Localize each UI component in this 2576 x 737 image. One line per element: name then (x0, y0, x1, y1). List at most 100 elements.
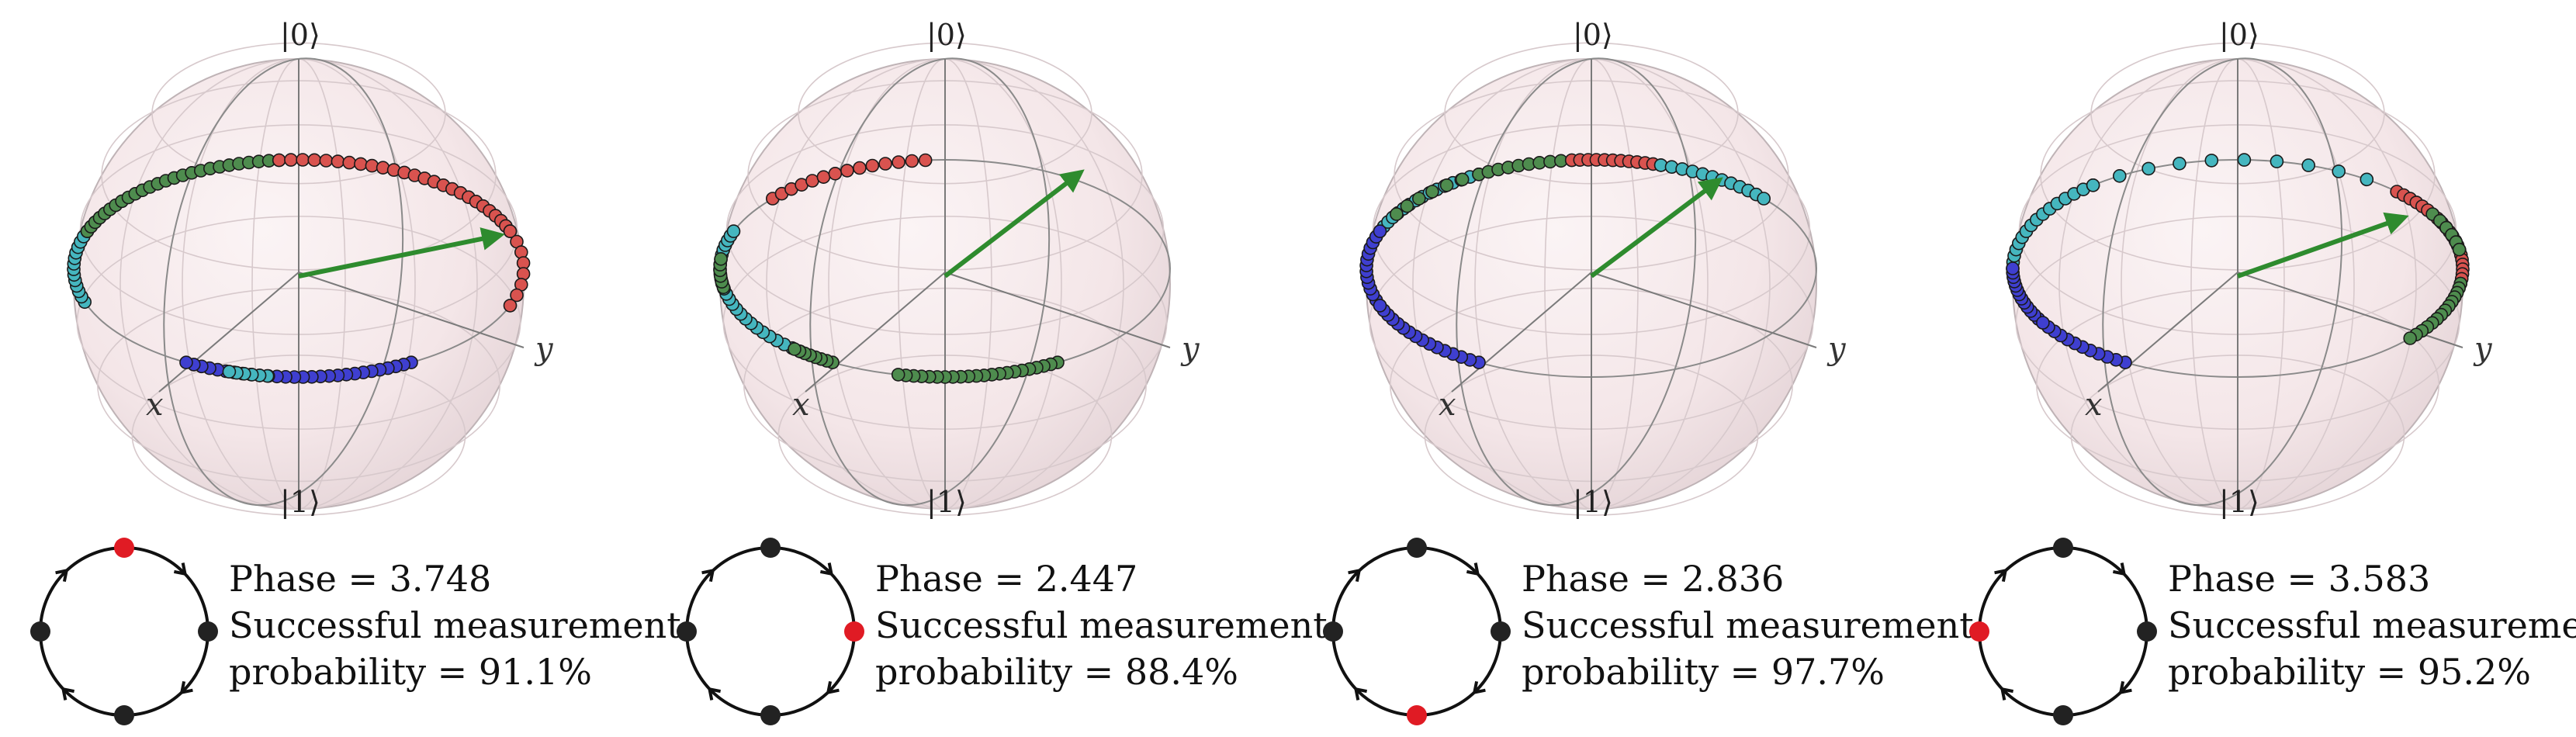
ket-zero-label: |0⟩ (926, 18, 967, 52)
bloch-sphere (67, 42, 531, 516)
meridian-line (809, 57, 1051, 507)
x-axis-line (805, 272, 946, 393)
meridian-line (1456, 57, 1697, 507)
measurement-point (1373, 224, 1387, 238)
dot-icon (2137, 621, 2157, 642)
success-text: Successful measurement (229, 604, 681, 646)
dot-icon (30, 621, 50, 642)
measurement-point (892, 155, 905, 169)
meridian-line (163, 57, 404, 507)
measurement-info: Phase = 3.583 Successful measurement proba… (2168, 555, 2576, 695)
state-vector-arrow (943, 169, 1085, 279)
measurement-point (816, 170, 831, 184)
dot-icon (760, 538, 781, 558)
measurement-point (788, 342, 802, 356)
arrowhead-icon (173, 562, 188, 576)
ket-zero-label: |0⟩ (2219, 18, 2259, 52)
bloch-sphere (713, 42, 1171, 516)
dot-icon (114, 538, 134, 558)
probability-text: probability = 91.1% (229, 651, 592, 693)
dot-icon (1323, 621, 1343, 642)
arrowhead-icon (1994, 568, 2008, 583)
arrowhead-icon (1472, 680, 1486, 695)
measurement-point (2173, 157, 2186, 171)
x-axis-line (2097, 272, 2238, 393)
arrowhead-icon (55, 568, 69, 583)
dot-icon (677, 621, 697, 642)
ket-one-label: |1⟩ (1573, 485, 1613, 519)
dot-icon (2053, 705, 2073, 725)
bloch-panel: |0⟩ |1⟩ x y Phase = 3.583 Successful measurem… (1939, 0, 2576, 725)
phase-ring-diagram (677, 538, 864, 725)
dot-icon (1407, 538, 1427, 558)
measurement-point (1400, 199, 1414, 213)
y-axis-label: y (1182, 331, 1200, 367)
measurement-point (2036, 316, 2050, 330)
bloch-panel: |0⟩ |1⟩ x y Phase = 3.748 Successful measurem… (0, 0, 681, 725)
arrowhead-icon (2112, 562, 2127, 576)
measurement-point (1412, 192, 1426, 206)
dot-icon (2053, 538, 2073, 558)
measurement-point (828, 167, 843, 181)
measurement-point (2113, 169, 2127, 183)
measurement-point (891, 368, 905, 382)
measurement-point (2403, 331, 2418, 345)
dot-icon (760, 705, 781, 725)
arrowhead-icon (819, 562, 834, 576)
ket-zero-label: |0⟩ (280, 18, 320, 52)
probability-text: probability = 97.7% (1522, 651, 1885, 693)
x-axis-line (1451, 272, 1592, 393)
measurement-point (503, 299, 518, 313)
y-axis-line (298, 272, 525, 348)
measurement-point (2086, 178, 2100, 192)
measurement-point (2332, 164, 2346, 178)
arrowhead-icon (1466, 562, 1480, 576)
dot-icon (1969, 621, 1989, 642)
arrowhead-icon (2000, 687, 2014, 701)
measurement-point (726, 224, 741, 238)
success-text: Successful measurement (1522, 604, 1974, 646)
measurement-point (2237, 153, 2252, 167)
measurement-point (2270, 154, 2284, 168)
ket-zero-label: |0⟩ (1573, 18, 1613, 52)
measurement-point (878, 157, 892, 171)
success-text: Successful measurement (2168, 604, 2576, 646)
arrowhead-icon (1353, 687, 1368, 701)
arrowhead-icon (61, 687, 75, 701)
meridian-line (2102, 57, 2343, 507)
measurement-point (2141, 161, 2155, 176)
measurement-point (354, 157, 368, 171)
measurement-point (376, 161, 390, 175)
phase-text: Phase = 2.447 (875, 558, 1138, 600)
measurement-point (865, 158, 880, 173)
measurement-point (307, 153, 322, 168)
measurement-point (1455, 172, 1470, 187)
measurement-point (918, 153, 933, 168)
measurement-point (2006, 261, 2020, 275)
y-axis-label: y (2474, 331, 2492, 367)
bloch-panel: |0⟩ |1⟩ x y Phase = 2.447 Successful measurem… (646, 0, 1328, 725)
measurement-point (1390, 207, 1404, 221)
x-axis-label: x (146, 387, 164, 423)
x-axis-label: x (1439, 387, 1456, 423)
ket-one-label: |1⟩ (2219, 485, 2259, 519)
dot-icon (844, 621, 864, 642)
arrowhead-icon (707, 687, 722, 701)
measurement-point (331, 154, 345, 168)
bloch-sphere (1359, 42, 1817, 516)
bloch-panel: |0⟩ |1⟩ x y Phase = 2.836 Successful measurem… (1293, 0, 1974, 725)
measurement-point (840, 164, 854, 178)
measurement-point (365, 158, 379, 173)
state-vector-arrow (1590, 177, 1723, 279)
measurement-point (905, 154, 919, 168)
ket-one-label: |1⟩ (280, 485, 320, 519)
arrowhead-icon (179, 680, 193, 695)
measurement-point (342, 155, 357, 170)
measurement-point (2452, 242, 2467, 257)
measurement-point (853, 161, 867, 175)
success-text: Successful measurement (875, 604, 1328, 646)
arrowhead-icon (2118, 680, 2132, 695)
measurement-point (296, 153, 310, 167)
measurement-point (805, 174, 819, 188)
